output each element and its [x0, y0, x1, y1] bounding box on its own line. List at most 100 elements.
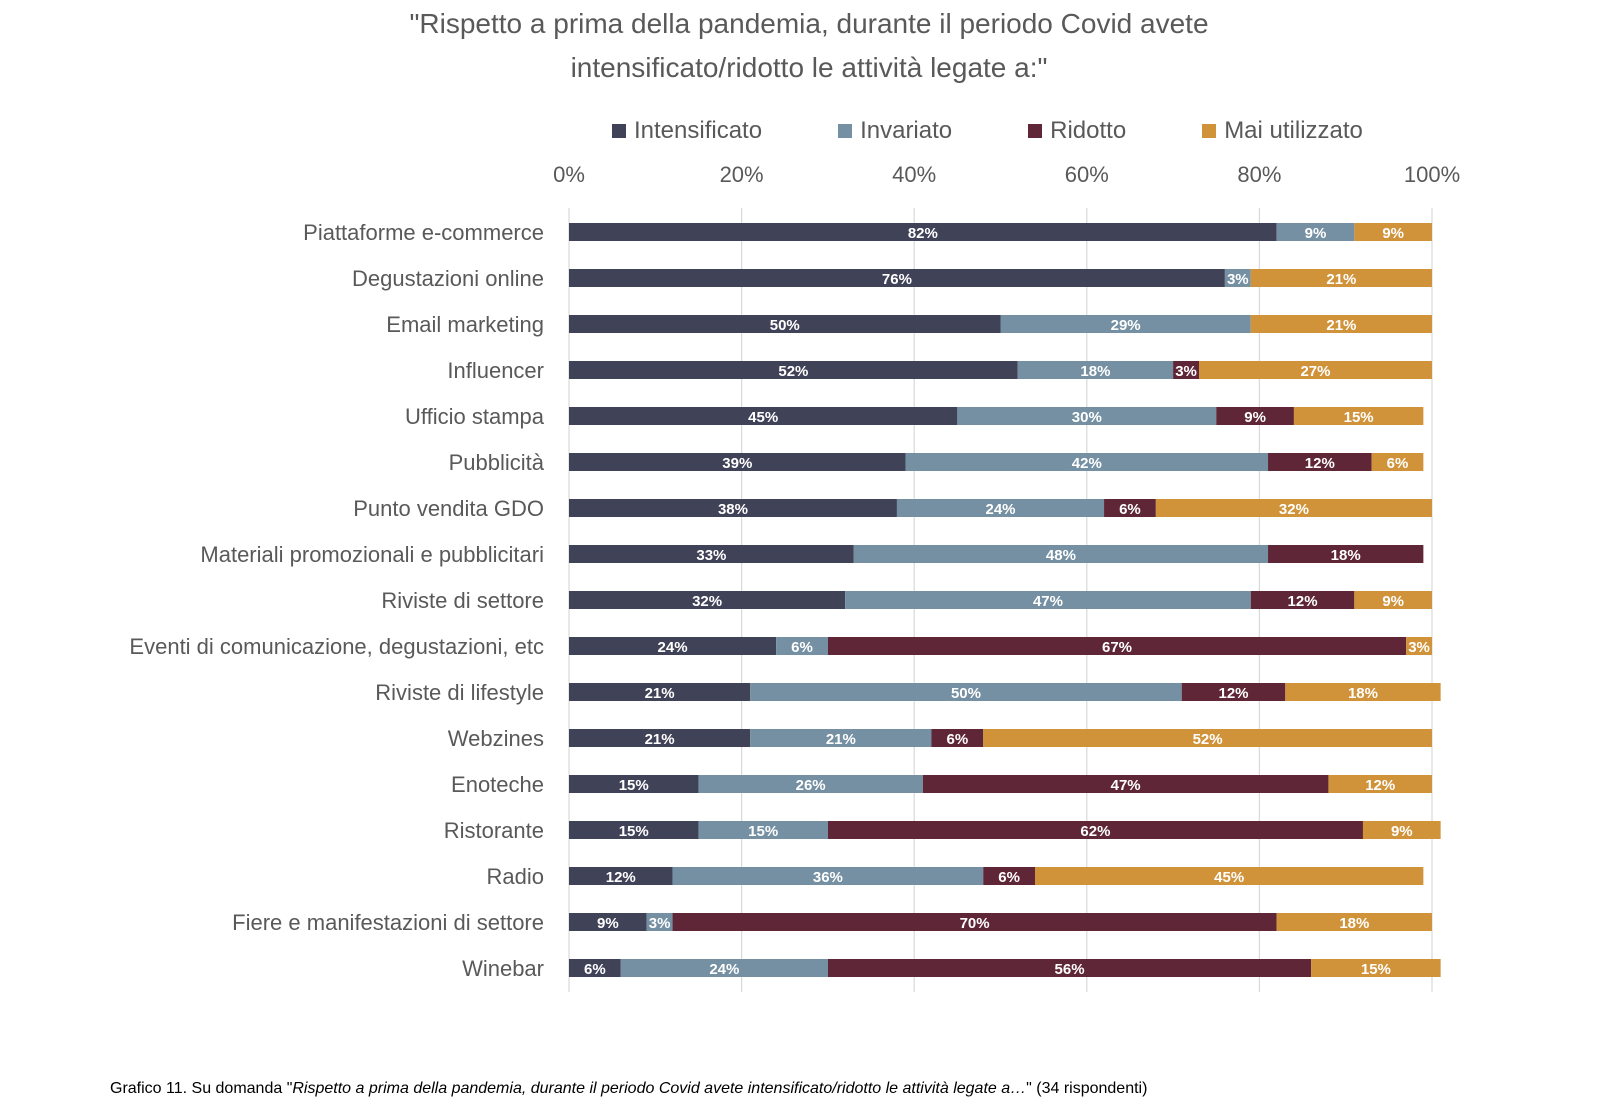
data-label: 12%	[606, 869, 636, 886]
data-label: 50%	[770, 317, 800, 334]
bar-segment-invariato	[845, 591, 1251, 609]
bar-segment-intensificato	[569, 545, 854, 563]
x-tick-label: 100%	[1404, 162, 1460, 187]
data-label: 3%	[1408, 639, 1430, 656]
bar-segment-invariato	[620, 959, 828, 977]
data-label: 9%	[1244, 409, 1266, 426]
data-label: 52%	[1193, 731, 1223, 748]
caption-prefix: Grafico 11. Su domanda "	[110, 1080, 293, 1097]
category-label: Piattaforme e-commerce	[303, 220, 544, 245]
category-label: Influencer	[447, 358, 544, 383]
data-label: 9%	[1382, 225, 1404, 242]
data-label: 36%	[813, 869, 843, 886]
bar-segment-intensificato	[569, 315, 1001, 333]
bar-segment-intensificato	[569, 729, 751, 747]
data-label: 12%	[1288, 593, 1318, 610]
data-label: 24%	[658, 639, 688, 656]
category-label: Eventi di comunicazione, degustazioni, e…	[129, 634, 544, 659]
data-label: 6%	[584, 961, 606, 978]
bar-segment-mai-utilizzato	[1362, 821, 1441, 839]
data-label: 9%	[1382, 593, 1404, 610]
legend-label: Mai utilizzato	[1224, 117, 1363, 144]
data-label: 15%	[1344, 409, 1374, 426]
bar-segment-invariato	[957, 407, 1217, 425]
data-label: 6%	[947, 731, 969, 748]
data-label: 6%	[791, 639, 813, 656]
data-label: 30%	[1072, 409, 1102, 426]
data-label: 9%	[597, 915, 619, 932]
bar-segment-invariato	[896, 499, 1105, 517]
bar-segment-invariato	[1000, 315, 1251, 333]
data-label: 15%	[1361, 961, 1391, 978]
data-label: 50%	[951, 685, 981, 702]
bar-segment-invariato	[853, 545, 1269, 563]
category-label: Riviste di settore	[381, 588, 544, 613]
bar-segment-invariato	[776, 637, 828, 655]
bar-segment-mai-utilizzato	[1198, 361, 1432, 379]
data-label: 18%	[1339, 915, 1369, 932]
data-label: 33%	[696, 547, 726, 564]
x-tick-label: 0%	[553, 162, 585, 187]
legend-label: Invariato	[860, 117, 953, 144]
legend-label: Ridotto	[1050, 117, 1127, 144]
legend-label: Intensificato	[634, 117, 763, 144]
data-label: 12%	[1305, 455, 1335, 472]
data-label: 27%	[1300, 363, 1330, 380]
legend-item: Ridotto	[1028, 117, 1126, 145]
bar-segment-intensificato	[569, 499, 897, 517]
data-label: 29%	[1111, 317, 1141, 334]
category-label: Ristorante	[444, 818, 544, 843]
data-label: 21%	[645, 731, 675, 748]
data-label: 42%	[1072, 455, 1102, 472]
bar-segment-invariato	[698, 821, 828, 839]
bar-segment-intensificato	[569, 867, 673, 885]
bar-segment-ridotto	[1268, 545, 1424, 563]
figure-caption: Grafico 11. Su domanda "Rispetto a prima…	[110, 1080, 1147, 1098]
category-label: Punto vendita GDO	[353, 496, 544, 521]
data-label: 32%	[692, 593, 722, 610]
legend-swatch	[1028, 124, 1043, 138]
bar-segment-intensificato	[569, 637, 777, 655]
category-label: Materiali promozionali e pubblicitari	[200, 542, 544, 567]
bar-segment-intensificato	[569, 775, 699, 793]
bar-segment-invariato	[1017, 361, 1174, 379]
data-label: 45%	[1214, 869, 1244, 886]
bar-segment-mai-utilizzato	[1250, 269, 1432, 287]
data-label: 18%	[1080, 363, 1110, 380]
bar-segment-ridotto	[1104, 499, 1156, 517]
bar-segment-ridotto	[931, 729, 984, 747]
data-label: 47%	[1111, 777, 1141, 794]
bar-segment-invariato	[1276, 223, 1355, 241]
bar-segment-invariato	[905, 453, 1269, 471]
legend-swatch	[612, 124, 626, 138]
chart-legend: Intensificato Invariato Ridotto Mai utilizz…	[612, 114, 1363, 148]
bar-segment-mai-utilizzato	[1035, 867, 1424, 885]
data-label: 62%	[1080, 823, 1110, 840]
category-label: Fiere e manifestazioni di settore	[232, 910, 544, 935]
data-label: 21%	[1326, 271, 1356, 288]
bar-segment-ridotto	[983, 867, 1036, 885]
data-label: 24%	[709, 961, 739, 978]
caption-suffix: " (34 rispondenti)	[1026, 1080, 1148, 1097]
bar-segment-mai-utilizzato	[1311, 959, 1441, 977]
data-label: 56%	[1055, 961, 1085, 978]
category-label: Enoteche	[451, 772, 544, 797]
data-label: 18%	[1331, 547, 1361, 564]
bar-segment-ridotto	[1268, 453, 1372, 471]
category-label: Degustazioni online	[352, 266, 544, 291]
bar-segment-invariato	[672, 867, 984, 885]
x-tick-label: 40%	[892, 162, 936, 187]
bar-segment-ridotto	[672, 913, 1277, 931]
bar-segment-mai-utilizzato	[1250, 315, 1432, 333]
data-label: 45%	[748, 409, 778, 426]
data-label: 67%	[1102, 639, 1132, 656]
legend-item: Mai utilizzato	[1202, 117, 1363, 145]
bar-segment-ridotto	[827, 637, 1407, 655]
category-label: Riviste di lifestyle	[375, 680, 544, 705]
data-label: 3%	[1175, 363, 1197, 380]
data-label: 6%	[1119, 501, 1141, 518]
x-tick-label: 20%	[720, 162, 764, 187]
data-label: 21%	[826, 731, 856, 748]
data-label: 9%	[1305, 225, 1327, 242]
bar-segment-intensificato	[569, 821, 699, 839]
